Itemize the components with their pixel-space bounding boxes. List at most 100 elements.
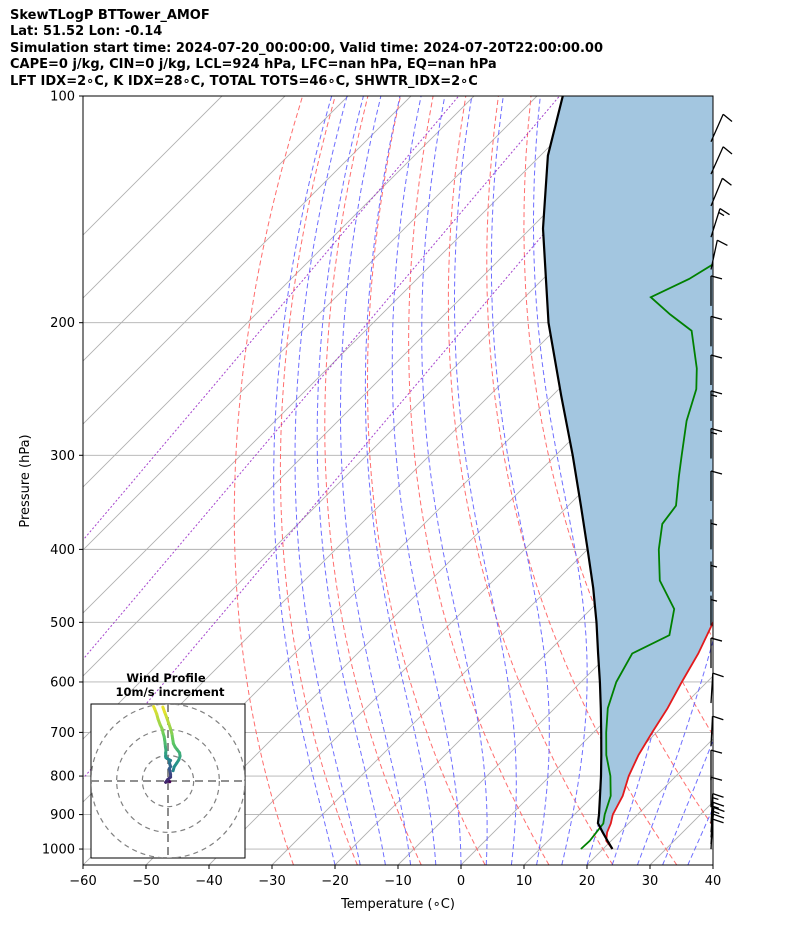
wind-barb-flag	[716, 239, 728, 247]
wind-barb-flag	[710, 354, 723, 359]
dry-adiabat-line	[366, 96, 486, 865]
wind-barb-half-flag	[712, 805, 719, 809]
hodograph-subtitle: 10m/s increment	[116, 685, 225, 699]
wind-barb-flag	[712, 792, 724, 798]
temperature-profile-line	[605, 620, 713, 850]
moist-adiabat-line	[636, 96, 713, 865]
x-tick-label: 20	[579, 874, 596, 889]
wind-barb-half-flag	[710, 564, 718, 568]
hodograph-inset	[90, 703, 246, 859]
moist-adiabat-line	[340, 96, 412, 865]
wind-barb	[710, 806, 725, 838]
wind-barb	[710, 749, 723, 781]
wind-barb	[710, 315, 723, 347]
header-convective-params: CAPE=0 j/kg, CIN=0 j/kg, LCL=924 hPa, LF…	[10, 57, 497, 73]
header-stability-indices: LFT IDX=2∘C, K IDX=28∘C, TOTAL TOTS=46∘C…	[10, 73, 478, 89]
wind-barb-flag	[722, 177, 732, 186]
header-title: SkewTLogP BTTower_AMOF	[10, 8, 210, 23]
wind-barb-half-flag	[710, 522, 718, 526]
wind-barb	[710, 177, 732, 207]
wind-barb-flag	[712, 801, 725, 807]
sounding-profiles	[541, 96, 713, 850]
cin-shaded-area	[543, 96, 713, 849]
dry-adiabat-line	[523, 96, 713, 828]
dry-adiabat-line	[233, 96, 304, 865]
wind-barbs	[710, 113, 733, 850]
isotherm-line	[83, 96, 349, 362]
mixing-ratio-line	[83, 96, 661, 780]
hodograph-segment-upper	[161, 705, 167, 714]
mixing-ratio-line	[83, 96, 460, 541]
isotherm-line	[334, 486, 713, 865]
dry-adiabat-line	[408, 96, 550, 865]
y-tick-label: 100	[50, 90, 75, 105]
dewpoint-profile-line	[580, 263, 713, 850]
isotherm-line	[83, 96, 475, 488]
dry-adiabat-line	[324, 96, 422, 865]
hodograph-segment	[152, 705, 157, 711]
moist-adiabat-line	[391, 96, 462, 865]
moist-adiabat-line	[454, 96, 517, 865]
wind-barb	[710, 776, 723, 808]
wind-barb	[710, 792, 724, 824]
wind-barb-shaft	[710, 240, 718, 270]
wind-barb	[710, 146, 733, 175]
moist-adiabat-line	[364, 96, 437, 865]
y-axis-label: Pressure (hPa)	[18, 434, 33, 527]
isotherm-line	[523, 675, 713, 865]
wind-barb-flag	[710, 275, 723, 280]
wind-barb-shaft	[710, 208, 721, 238]
wind-barb-flag	[712, 818, 724, 824]
wind-barb-half-flag	[713, 810, 720, 815]
isotherm-line	[83, 96, 538, 551]
wind-barb-flag	[722, 146, 733, 155]
wind-barb-half-flag	[712, 796, 719, 801]
moist-adiabat-line	[316, 96, 386, 865]
hodograph-title: Wind Profile	[126, 671, 206, 685]
x-tick-label: −40	[195, 874, 222, 889]
dry-adiabat-line	[447, 96, 614, 865]
parcel-profile-line	[541, 96, 614, 850]
wind-barb-shaft	[710, 178, 724, 207]
wind-barb-half-flag	[710, 431, 718, 435]
isotherm-line	[83, 96, 601, 614]
wind-barb-half-flag	[710, 598, 718, 602]
x-tick-label: −30	[258, 874, 285, 889]
y-tick-label: 600	[50, 675, 75, 690]
wind-barb	[710, 470, 723, 502]
mixing-ratio-line	[83, 96, 560, 661]
wind-barb-flag	[712, 715, 724, 721]
wind-barb-flag	[710, 315, 723, 320]
wind-barb-shaft	[710, 793, 714, 824]
wind-barb	[710, 275, 723, 306]
wind-barb-shaft	[710, 807, 715, 838]
x-tick-label: −50	[132, 874, 159, 889]
x-tick-label: 10	[516, 874, 533, 889]
x-axis-label: Temperature (∘C)	[340, 897, 455, 912]
wind-barb-flag	[713, 806, 725, 813]
moist-adiabat-line	[533, 96, 588, 865]
y-tick-label: 300	[50, 449, 75, 464]
x-tick-label: −10	[384, 874, 411, 889]
x-tick-label: 40	[705, 874, 722, 889]
x-tick-label: −20	[321, 874, 348, 889]
axis-ticks: −60 −50 −40 −30 −20 −10 0 10 20 30 40 100 200 300 400 5…	[42, 90, 721, 890]
isotherm-line	[776, 96, 794, 865]
isotherm-line	[83, 96, 664, 677]
x-tick-label: −60	[69, 874, 96, 889]
wind-barb	[710, 113, 733, 142]
dry-adiabat-line	[727, 96, 794, 865]
wind-barb-shaft	[710, 716, 714, 747]
dry-adiabat-line	[279, 96, 358, 865]
wind-barb-shaft	[710, 673, 714, 704]
wind-barb-flag	[710, 749, 723, 754]
wind-barb-flag	[710, 637, 723, 642]
wind-barb-half-flag	[718, 211, 725, 217]
y-tick-label: 1000	[42, 843, 75, 858]
wind-barb	[710, 208, 730, 238]
y-tick-label: 900	[50, 808, 75, 823]
wind-barb	[710, 390, 723, 421]
wind-barb	[710, 519, 718, 550]
x-tick-label: 0	[457, 874, 465, 889]
